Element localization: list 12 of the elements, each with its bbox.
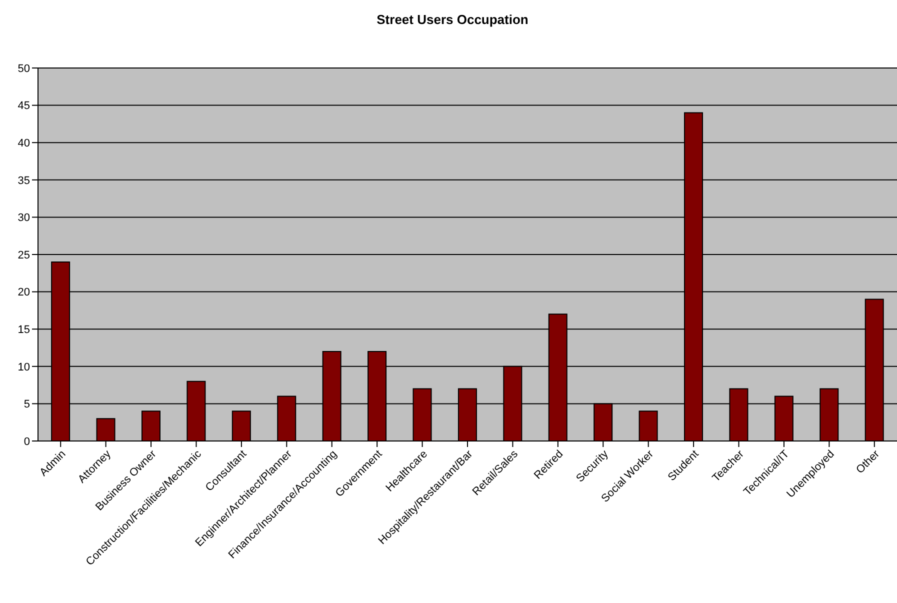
- y-tick-label: 50: [18, 62, 30, 75]
- y-tick-label: 0: [24, 436, 30, 448]
- y-tick-label: 30: [18, 212, 30, 224]
- y-tick-label: 20: [18, 286, 30, 299]
- y-tick-label: 40: [18, 138, 30, 150]
- y-tick-label: 35: [18, 174, 30, 187]
- y-tick-label: 25: [18, 249, 30, 262]
- y-tick-label: 45: [18, 100, 30, 112]
- y-tick-label: 10: [18, 361, 30, 374]
- y-tick-label: 5: [24, 398, 30, 411]
- y-tick-label: 15: [18, 324, 30, 336]
- chart-title: Street Users Occupation: [376, 11, 530, 29]
